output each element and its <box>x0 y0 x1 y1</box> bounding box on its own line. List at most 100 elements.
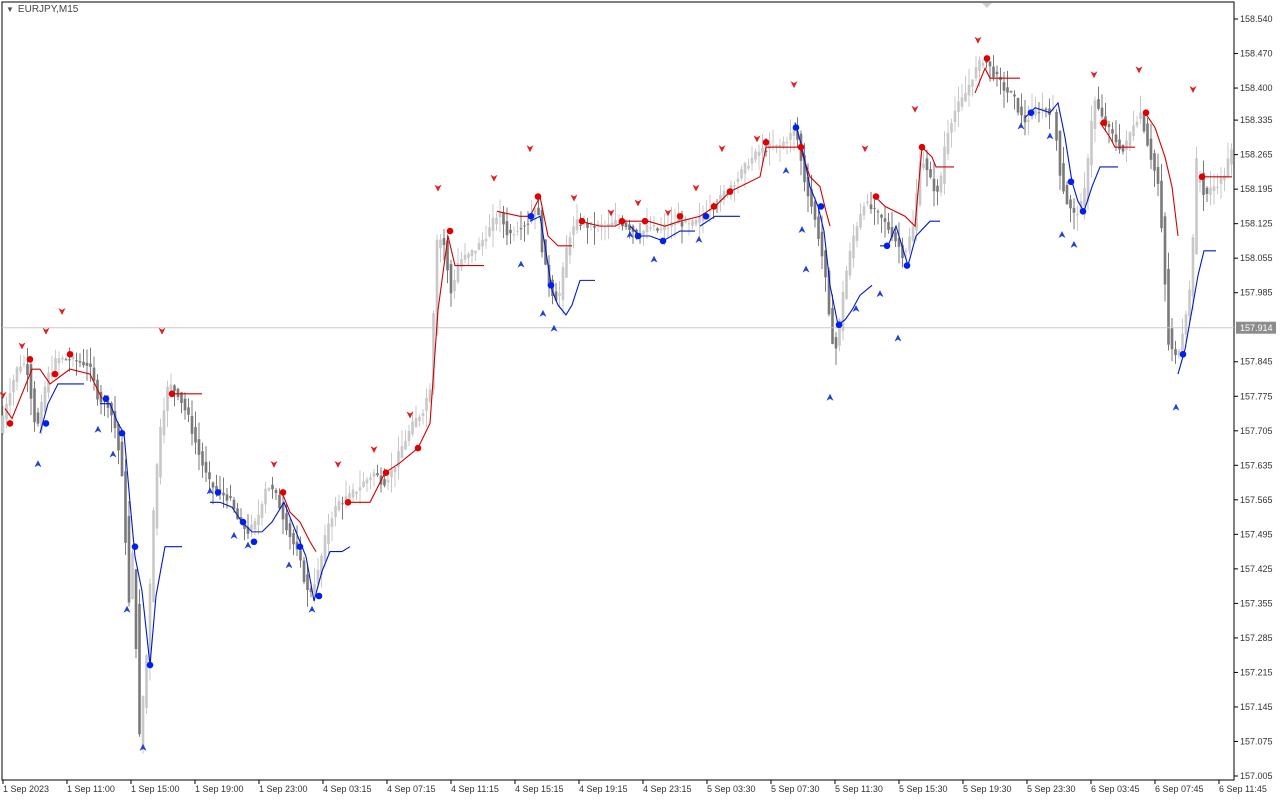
bull-candle <box>967 84 971 96</box>
bear-candle <box>183 398 187 411</box>
bull-candle <box>1125 140 1128 150</box>
bull-candle <box>313 584 316 593</box>
bear-candle <box>211 482 215 488</box>
bull-candle <box>159 426 162 478</box>
bull-candle <box>432 313 435 390</box>
bear-candle <box>449 264 453 294</box>
bear-candle <box>1100 107 1104 117</box>
bull-candle <box>12 379 15 393</box>
up-arrow-icon <box>539 309 547 317</box>
bull-candle <box>148 583 152 667</box>
bull-candle <box>1132 125 1135 136</box>
bull-candle <box>323 535 327 562</box>
buy-dot <box>1179 351 1187 358</box>
sell-dot <box>641 217 649 225</box>
bull-candle <box>719 194 722 203</box>
bull-candle <box>250 524 253 531</box>
upper-signal-line <box>974 66 1020 94</box>
bull-candle <box>1139 112 1142 120</box>
bear-candle <box>117 424 120 451</box>
bear-candle <box>1170 327 1174 350</box>
bear-candle <box>925 158 929 171</box>
y-tick-label: 158.195 <box>1240 184 1273 194</box>
x-tick-label: 6 Sep 03:45 <box>1091 784 1140 794</box>
bull-candle <box>663 225 666 231</box>
bull-candle <box>131 552 134 599</box>
bull-candle <box>729 185 733 190</box>
sell-dot <box>710 203 718 210</box>
bull-candle <box>946 132 950 155</box>
bull-candle <box>348 493 351 500</box>
bull-candle <box>141 696 145 749</box>
bear-candle <box>820 231 824 257</box>
bear-candle <box>1153 153 1156 171</box>
bear-candle <box>1114 134 1118 143</box>
bear-candle <box>796 131 799 140</box>
up-arrow-icon <box>1172 403 1180 411</box>
bull-candle <box>22 363 26 365</box>
down-arrow-icon <box>974 36 982 44</box>
buy-dot <box>659 237 667 245</box>
bear-candle <box>547 264 551 287</box>
buy-dot <box>146 661 154 669</box>
bull-candle <box>789 132 792 140</box>
up-arrow-icon <box>285 561 293 569</box>
bull-candle <box>260 504 264 519</box>
up-arrow-icon <box>1058 230 1066 238</box>
up-arrow-icon <box>230 531 238 539</box>
bull-candle <box>747 165 750 169</box>
bull-candle <box>327 523 330 545</box>
down-arrow-icon <box>18 342 26 350</box>
bull-candle <box>750 157 754 164</box>
bear-candle <box>834 337 838 349</box>
down-arrow-icon <box>58 307 66 315</box>
bear-candle <box>78 361 82 363</box>
bull-candle <box>733 185 736 187</box>
x-tick-label: 5 Sep 07:30 <box>771 784 820 794</box>
bull-candle <box>267 487 271 491</box>
bull-candle <box>572 226 575 236</box>
bear-candle <box>376 473 379 476</box>
bull-candle <box>512 234 516 236</box>
bull-candle <box>43 386 47 412</box>
bear-candle <box>1037 112 1041 114</box>
up-arrow-icon <box>826 393 834 401</box>
up-arrow-icon <box>626 230 634 238</box>
bull-candle <box>495 217 498 225</box>
bear-candle <box>127 516 131 603</box>
bull-candle <box>162 410 166 436</box>
bull-candle <box>698 216 701 223</box>
bull-candle <box>981 62 985 66</box>
buy-dot <box>634 232 642 240</box>
bull-candle <box>957 101 960 112</box>
buy-dot <box>702 212 710 220</box>
bull-candle <box>1041 107 1044 111</box>
triangle-down-icon[interactable]: ▼ <box>6 5 14 14</box>
bull-candle <box>1216 187 1219 189</box>
current-price-tag <box>1236 321 1276 334</box>
bear-candle <box>988 61 992 67</box>
bull-candle <box>754 151 757 160</box>
bull-candle <box>838 319 841 346</box>
y-tick-label: 157.075 <box>1240 736 1273 746</box>
bear-candle <box>1121 144 1125 152</box>
bull-candle <box>607 223 610 227</box>
bull-candle <box>1223 175 1226 181</box>
bull-candle <box>418 416 421 422</box>
shift-marker-icon <box>982 3 992 8</box>
bull-candle <box>169 384 173 394</box>
bull-candle <box>467 253 470 258</box>
bull-candle <box>1181 333 1184 352</box>
bear-candle <box>1058 131 1062 176</box>
bull-candle <box>330 518 334 527</box>
bull-candle <box>481 239 484 247</box>
bull-candle <box>1219 176 1223 184</box>
bear-candle <box>831 307 834 344</box>
bull-candle <box>922 163 925 169</box>
lower-signal-line <box>529 215 595 316</box>
x-tick-label: 1 Sep 2023 <box>3 784 49 794</box>
bull-candle <box>369 477 372 481</box>
bear-candle <box>901 244 904 259</box>
